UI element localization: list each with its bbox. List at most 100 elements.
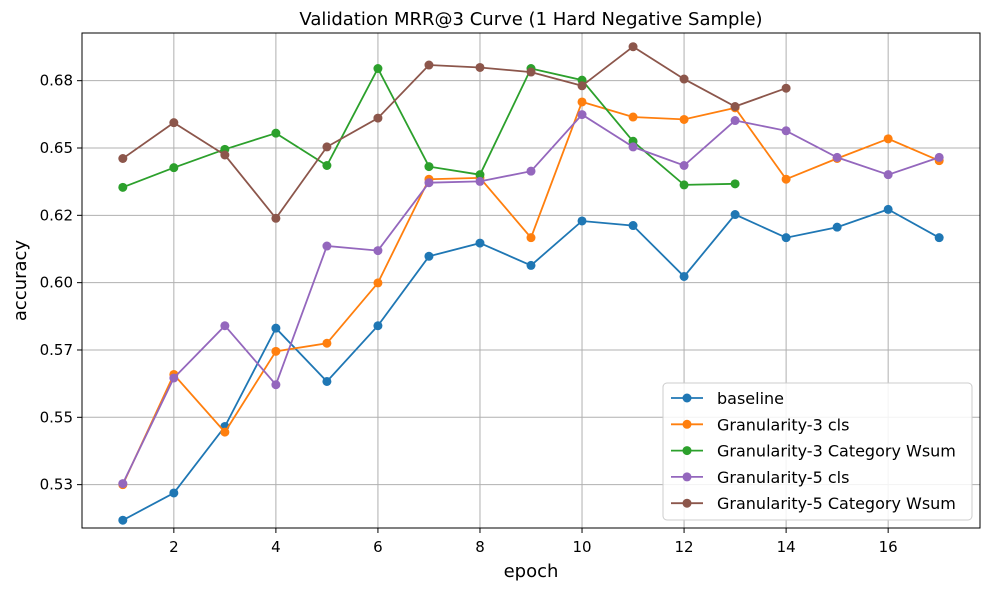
data-point <box>781 83 791 93</box>
data-point <box>424 178 434 188</box>
data-point <box>679 161 689 171</box>
data-point <box>679 180 689 190</box>
data-point <box>781 174 791 184</box>
data-point <box>730 102 740 112</box>
data-point <box>526 260 536 270</box>
legend-marker <box>682 419 692 429</box>
data-point <box>220 427 230 437</box>
data-point <box>373 246 383 256</box>
data-point <box>424 162 434 172</box>
x-axis-ticks: 2 4 6 8 10 12 14 16 <box>169 528 898 556</box>
data-point <box>118 479 128 489</box>
data-point <box>322 338 332 348</box>
data-point <box>628 42 638 52</box>
data-point <box>577 81 587 91</box>
data-point <box>934 152 944 162</box>
x-tick-label: 2 <box>169 538 179 556</box>
data-point <box>526 67 536 77</box>
data-point <box>373 64 383 74</box>
legend-item: Granularity-3 Category Wsum <box>671 442 956 461</box>
data-point <box>577 97 587 107</box>
data-point <box>220 150 230 160</box>
series-1 <box>118 204 944 525</box>
data-point <box>169 373 179 383</box>
data-point <box>322 241 332 251</box>
data-point <box>883 170 893 180</box>
data-point <box>781 126 791 136</box>
data-point <box>730 179 740 189</box>
series-4 <box>118 110 944 489</box>
data-point <box>322 142 332 152</box>
x-tick-label: 16 <box>879 538 898 556</box>
legend-label: baseline <box>717 389 784 408</box>
y-tick-label: 0.68 <box>40 72 73 90</box>
data-point <box>679 74 689 84</box>
x-tick-label: 8 <box>475 538 485 556</box>
legend-label: Granularity-5 cls <box>717 468 849 487</box>
data-point <box>577 216 587 226</box>
data-point <box>373 113 383 123</box>
series-5 <box>118 42 791 223</box>
data-point <box>322 161 332 171</box>
data-point <box>679 114 689 124</box>
plot-frame <box>81 32 981 529</box>
data-point <box>934 233 944 243</box>
data-point <box>628 221 638 231</box>
data-point <box>577 110 587 120</box>
data-point <box>679 271 689 281</box>
data-point <box>475 238 485 248</box>
data-point <box>475 170 485 180</box>
legend-item: Granularity-5 cls <box>671 468 849 487</box>
data-point <box>475 176 485 186</box>
data-point <box>424 60 434 70</box>
y-tick-label: 0.65 <box>40 139 73 157</box>
data-point <box>883 204 893 214</box>
data-point <box>373 278 383 288</box>
data-point <box>322 376 332 386</box>
x-tick-label: 12 <box>675 538 694 556</box>
data-point <box>832 222 842 232</box>
legend-label: Granularity-3 Category Wsum <box>717 442 956 461</box>
legend: baseline Granularity-3 cls Granularity-3 C… <box>662 382 973 521</box>
legend-label: Granularity-3 cls <box>717 415 849 434</box>
legend-label: Granularity-5 Category Wsum <box>717 494 956 513</box>
legend-item: baseline <box>671 389 784 408</box>
data-point <box>271 213 281 223</box>
data-point <box>118 515 128 525</box>
data-point <box>169 488 179 498</box>
data-point <box>220 321 230 331</box>
legend-item: Granularity-5 Category Wsum <box>671 494 956 513</box>
y-axis-ticks: 0.53 0.55 0.57 0.60 0.62 0.65 0.68 <box>40 72 82 494</box>
y-tick-label: 0.60 <box>40 274 73 292</box>
data-point <box>730 116 740 126</box>
data-point <box>628 112 638 122</box>
y-tick-label: 0.57 <box>40 341 73 359</box>
y-tick-label: 0.53 <box>40 476 73 494</box>
series-3 <box>118 64 740 192</box>
data-point <box>118 154 128 164</box>
x-tick-label: 4 <box>271 538 281 556</box>
data-point <box>730 210 740 220</box>
y-tick-label: 0.55 <box>40 408 73 426</box>
data-point <box>424 251 434 261</box>
data-point <box>832 152 842 162</box>
data-point <box>475 62 485 72</box>
data-point <box>883 134 893 144</box>
x-tick-label: 6 <box>373 538 383 556</box>
x-axis-label: epoch <box>504 561 559 582</box>
series-line <box>122 45 787 220</box>
legend-marker <box>682 446 692 456</box>
data-point <box>271 380 281 390</box>
data-point <box>271 323 281 333</box>
x-tick-label: 14 <box>777 538 796 556</box>
data-point <box>271 128 281 138</box>
series-layer <box>118 42 944 525</box>
data-point <box>271 346 281 356</box>
legend-marker <box>682 472 692 482</box>
data-point <box>373 321 383 331</box>
legend-marker <box>682 498 692 508</box>
data-point <box>526 233 536 243</box>
data-point <box>628 142 638 152</box>
chart-title: Validation MRR@3 Curve (1 Hard Negative … <box>299 9 762 30</box>
